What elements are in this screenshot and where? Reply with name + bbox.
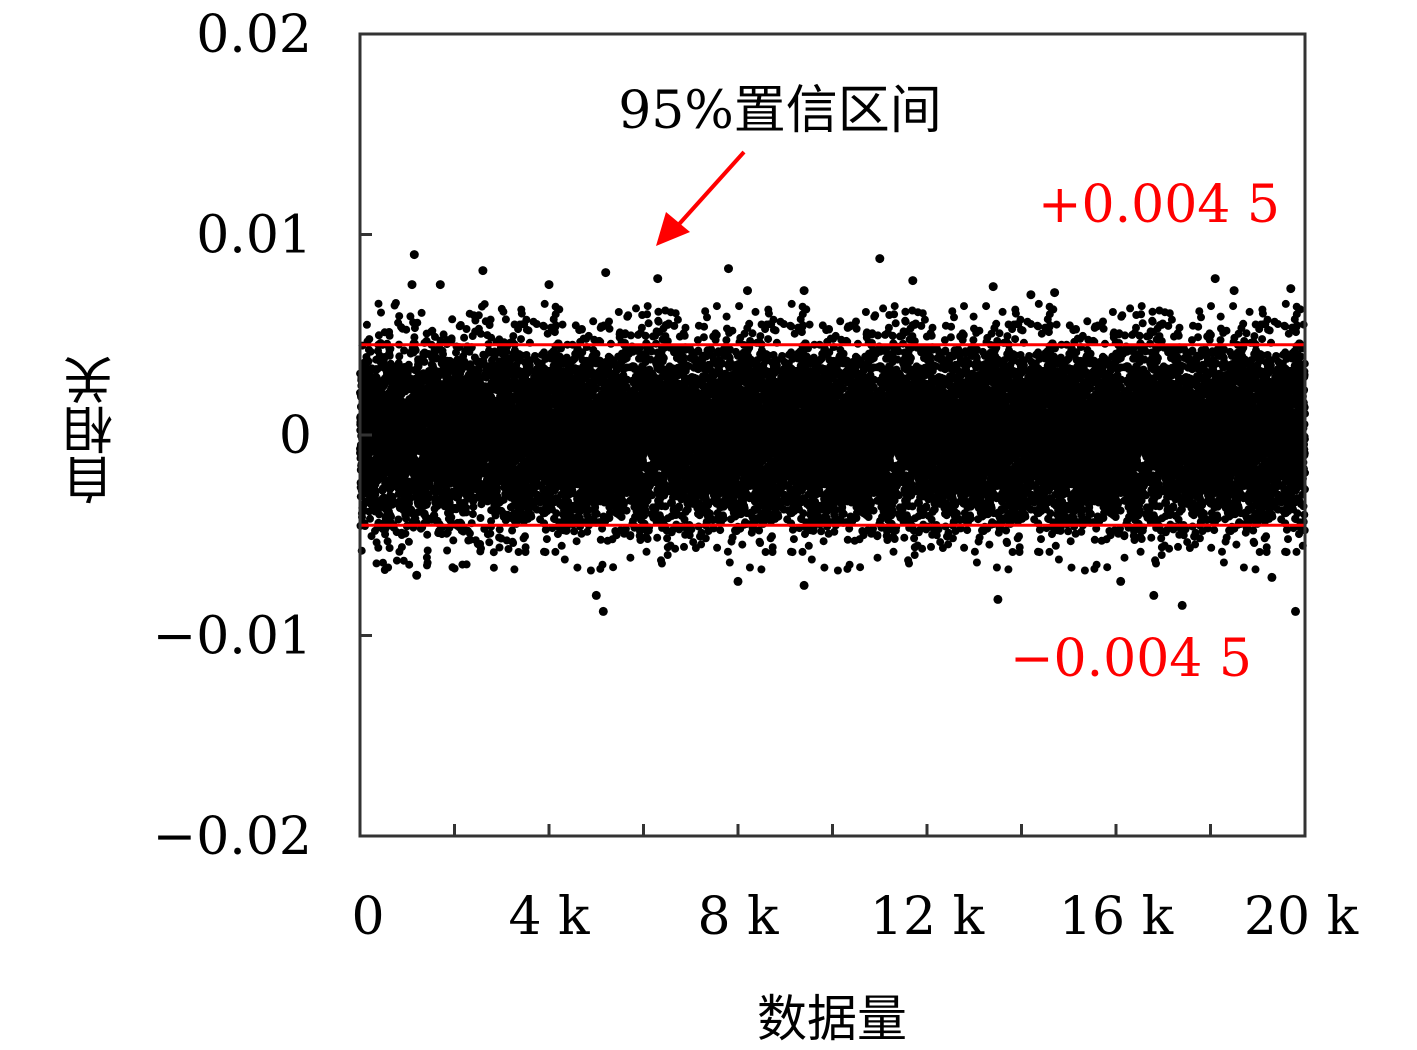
data-point [521, 532, 529, 541]
data-point [577, 325, 586, 334]
data-point [469, 502, 478, 511]
data-point [462, 508, 471, 517]
data-point [521, 543, 530, 552]
data-point [450, 564, 459, 573]
data-point [395, 352, 404, 361]
data-point [420, 357, 429, 366]
data-point [449, 536, 458, 545]
data-point [417, 308, 426, 317]
data-point [527, 512, 536, 521]
data-point [381, 530, 390, 539]
data-point [522, 315, 531, 324]
data-point [402, 514, 410, 523]
data-point [402, 325, 411, 334]
data-point [443, 546, 452, 555]
data-point [468, 510, 477, 519]
data-point [397, 543, 406, 552]
data-point [366, 347, 375, 356]
data-point [476, 514, 485, 522]
data-point [364, 357, 373, 366]
data-point [423, 558, 432, 567]
data-point [388, 492, 397, 501]
data-point [366, 514, 374, 523]
data-point [447, 513, 456, 522]
data-point [385, 544, 394, 552]
data-point [586, 566, 595, 575]
data-point [589, 317, 598, 326]
data-point [377, 308, 385, 317]
data-point [572, 537, 581, 546]
data-point [401, 529, 410, 538]
data-point [362, 320, 371, 329]
data-point [411, 346, 420, 355]
data-point [501, 315, 510, 324]
data-point [404, 537, 413, 546]
data-point [374, 299, 383, 308]
data-point [387, 512, 395, 521]
data-point [400, 346, 409, 355]
data-point [558, 320, 567, 329]
data-point [375, 510, 384, 519]
data-point [448, 315, 457, 324]
data-point [384, 563, 393, 572]
data-point [462, 325, 471, 333]
data-point [395, 312, 404, 321]
data-point [573, 563, 582, 572]
data-point [552, 509, 561, 518]
data-point [392, 556, 401, 565]
data-point [509, 332, 518, 341]
data-point [386, 344, 395, 353]
data-point [499, 307, 508, 316]
data-point [485, 538, 494, 547]
data-point [551, 547, 560, 556]
data-point [413, 318, 422, 327]
data-point [379, 558, 387, 567]
data-point [495, 543, 504, 552]
data-point [514, 548, 523, 556]
data-point [517, 335, 525, 344]
data-point [542, 535, 551, 544]
data-point [394, 515, 403, 524]
data-point [474, 311, 483, 320]
data-point [371, 487, 380, 496]
data-point [460, 333, 469, 342]
data-point [480, 300, 489, 309]
data-point [373, 365, 382, 374]
data-point [405, 560, 414, 569]
data-point [365, 335, 374, 344]
data-point [508, 526, 517, 535]
data-point [462, 560, 471, 569]
data-point [391, 299, 400, 307]
data-point [477, 544, 485, 553]
data-point [509, 539, 518, 547]
data-point [510, 565, 519, 574]
data-point [486, 315, 495, 324]
data-point [524, 326, 533, 335]
data-point [374, 543, 383, 552]
data-point [383, 537, 392, 546]
data-point [385, 331, 394, 340]
data-point [541, 548, 550, 557]
data-point [557, 541, 566, 550]
data-points [356, 250, 1309, 616]
data-point [423, 546, 432, 555]
data-point [540, 299, 549, 308]
data-point [385, 351, 394, 360]
data-point [423, 530, 432, 539]
data-point [489, 563, 498, 572]
data-point [540, 322, 549, 331]
data-point [560, 555, 569, 564]
data-point [372, 559, 381, 568]
data-point [447, 334, 456, 343]
data-point [555, 305, 564, 314]
data-point [486, 529, 495, 538]
